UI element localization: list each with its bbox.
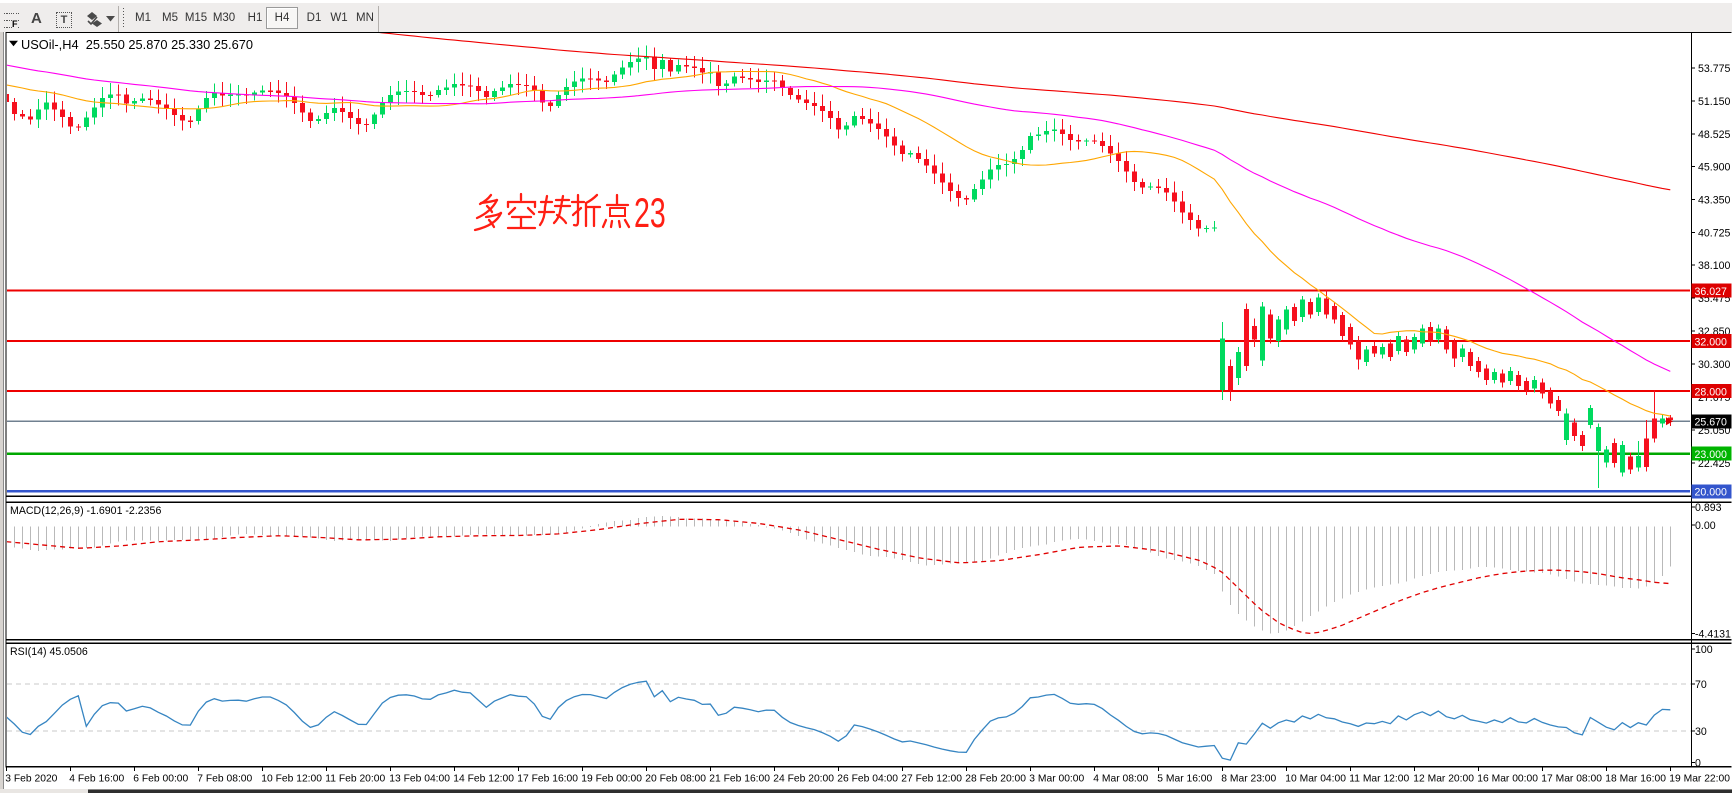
svg-text:28.000: 28.000: [1695, 386, 1728, 398]
svg-text:13 Feb 04:00: 13 Feb 04:00: [389, 774, 450, 785]
svg-text:38.100: 38.100: [1698, 260, 1731, 272]
svg-text:40.725: 40.725: [1698, 227, 1731, 239]
svg-text:32.000: 32.000: [1695, 336, 1728, 348]
svg-text:8 Mar 23:00: 8 Mar 23:00: [1221, 774, 1276, 785]
svg-text:4 Feb 16:00: 4 Feb 16:00: [69, 774, 124, 785]
svg-text:45.900: 45.900: [1698, 162, 1731, 174]
svg-text:6 Feb 00:00: 6 Feb 00:00: [133, 774, 188, 785]
svg-text:11 Feb 20:00: 11 Feb 20:00: [325, 774, 385, 785]
svg-text:23.000: 23.000: [1695, 449, 1728, 461]
svg-text:23: 23: [634, 188, 666, 236]
svg-text:53.775: 53.775: [1698, 63, 1731, 75]
svg-text:10 Mar 04:00: 10 Mar 04:00: [1285, 774, 1346, 785]
svg-text:25.670: 25.670: [1695, 417, 1728, 429]
svg-text:5 Mar 16:00: 5 Mar 16:00: [1157, 774, 1212, 785]
svg-text:4 Mar 08:00: 4 Mar 08:00: [1093, 774, 1148, 785]
svg-text:USOil-,H4 25.550 25.870 25.33: USOil-,H4 25.550 25.870 25.330 25.670: [21, 37, 253, 52]
svg-text:3 Feb 2020: 3 Feb 2020: [5, 774, 57, 785]
svg-text:17 Mar 08:00: 17 Mar 08:00: [1541, 774, 1602, 785]
svg-text:27 Feb 12:00: 27 Feb 12:00: [901, 774, 962, 785]
svg-text:43.350: 43.350: [1698, 194, 1731, 206]
svg-text:10 Feb 12:00: 10 Feb 12:00: [261, 774, 322, 785]
svg-text:70: 70: [1695, 679, 1707, 691]
svg-text:16 Mar 00:00: 16 Mar 00:00: [1477, 774, 1538, 785]
svg-text:36.027: 36.027: [1695, 286, 1728, 298]
svg-text:3 Mar 00:00: 3 Mar 00:00: [1029, 774, 1084, 785]
svg-text:51.150: 51.150: [1698, 96, 1731, 108]
svg-text:17 Feb 16:00: 17 Feb 16:00: [517, 774, 578, 785]
svg-text:-4.4131: -4.4131: [1695, 629, 1731, 641]
svg-text:100: 100: [1695, 644, 1713, 656]
svg-text:12 Mar 20:00: 12 Mar 20:00: [1413, 774, 1474, 785]
svg-text:19 Mar 22:00: 19 Mar 22:00: [1669, 774, 1730, 785]
svg-text:MACD(12,26,9) -1.6901 -2.2356: MACD(12,26,9) -1.6901 -2.2356: [10, 505, 161, 517]
svg-text:0.00: 0.00: [1695, 520, 1716, 532]
svg-text:14 Feb 12:00: 14 Feb 12:00: [453, 774, 514, 785]
svg-text:RSI(14) 45.0506: RSI(14) 45.0506: [10, 646, 88, 658]
svg-text:18 Mar 16:00: 18 Mar 16:00: [1605, 774, 1666, 785]
svg-text:19 Feb 00:00: 19 Feb 00:00: [581, 774, 642, 785]
svg-text:7 Feb 08:00: 7 Feb 08:00: [197, 774, 252, 785]
svg-text:28 Feb 20:00: 28 Feb 20:00: [965, 774, 1026, 785]
svg-text:21 Feb 16:00: 21 Feb 16:00: [709, 774, 770, 785]
svg-text:11 Mar 12:00: 11 Mar 12:00: [1349, 774, 1409, 785]
svg-text:20.000: 20.000: [1695, 487, 1728, 499]
svg-text:48.525: 48.525: [1698, 129, 1731, 141]
svg-text:20 Feb 08:00: 20 Feb 08:00: [645, 774, 706, 785]
svg-text:0: 0: [1695, 758, 1701, 770]
svg-text:0.893: 0.893: [1695, 502, 1722, 514]
svg-text:30.300: 30.300: [1698, 359, 1731, 371]
svg-text:26 Feb 04:00: 26 Feb 04:00: [837, 774, 898, 785]
svg-text:24 Feb 20:00: 24 Feb 20:00: [773, 774, 834, 785]
svg-text:22.425: 22.425: [1698, 458, 1731, 470]
svg-text:30: 30: [1695, 726, 1707, 738]
